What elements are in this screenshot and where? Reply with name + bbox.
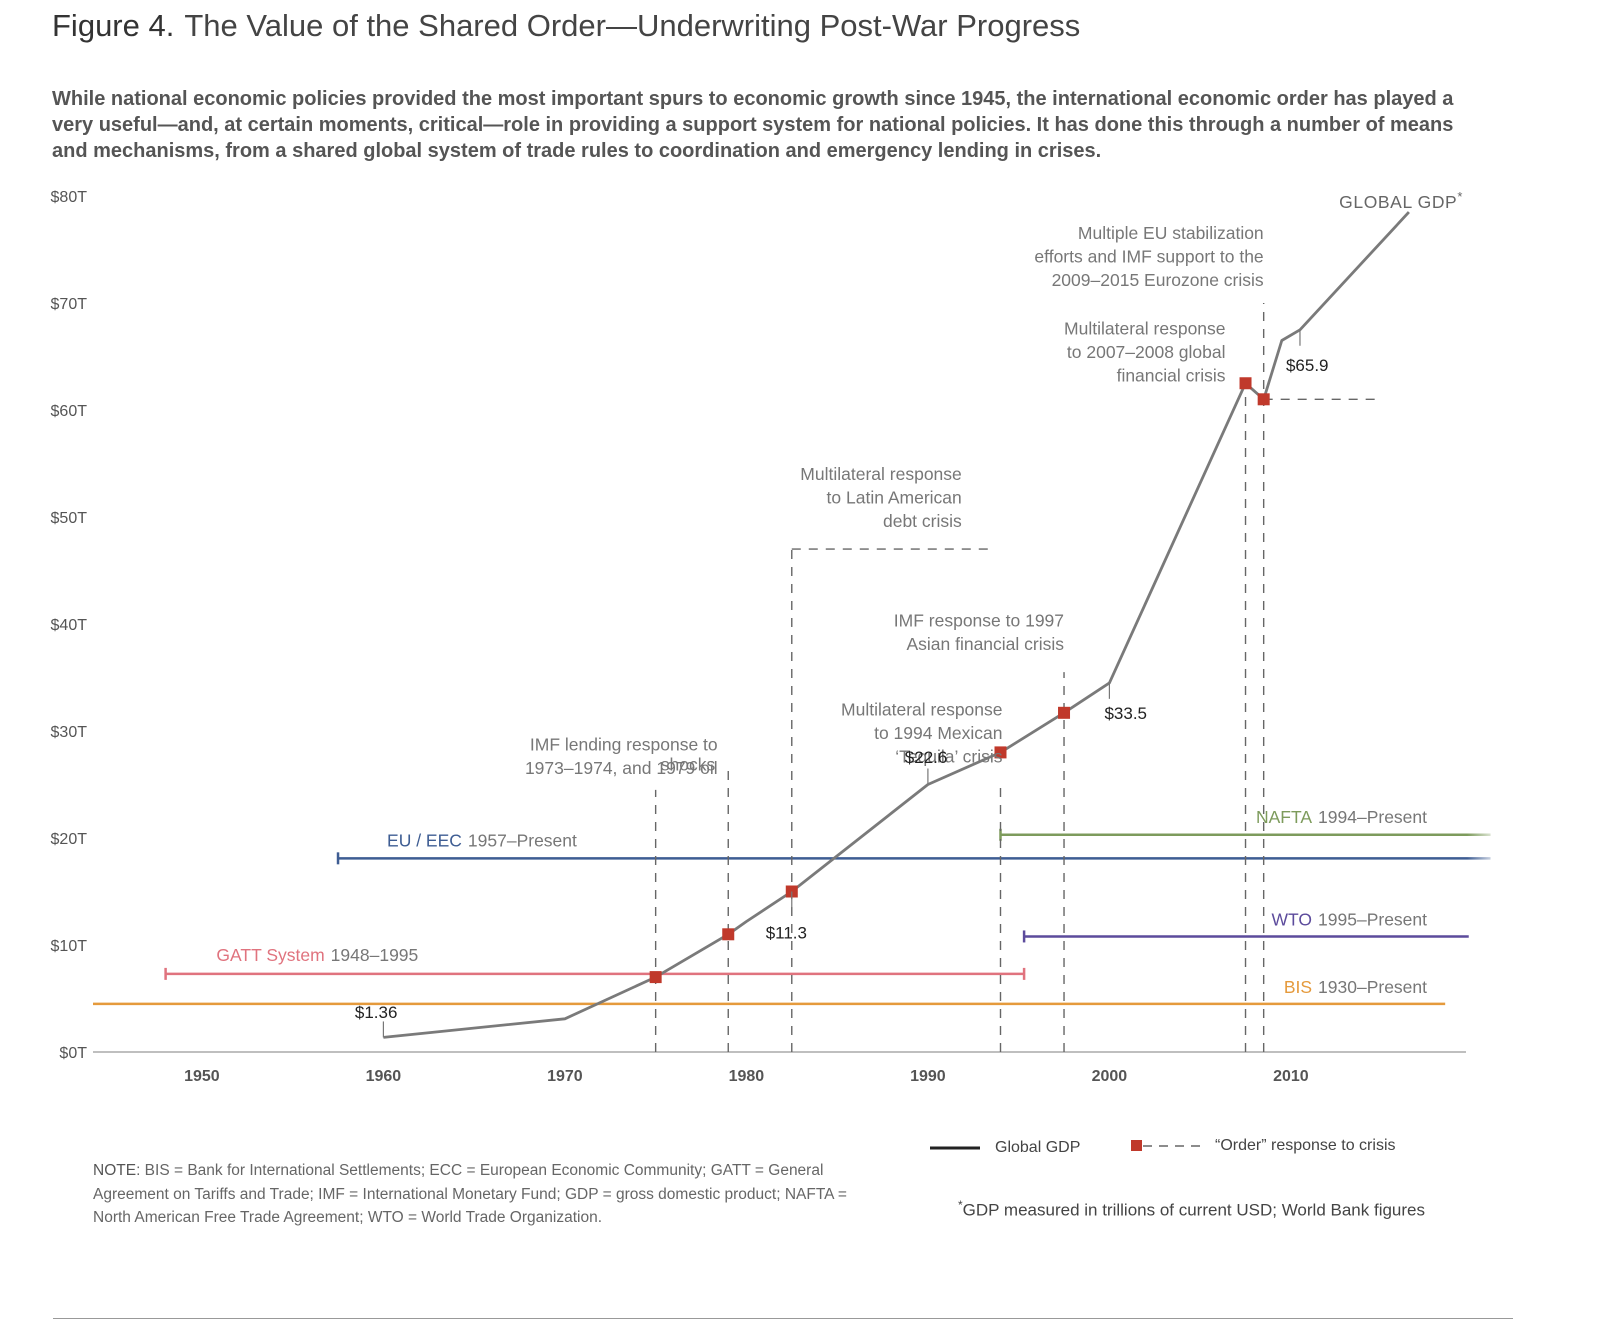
institution-label: NAFTA 1994–Present <box>1256 807 1427 827</box>
value-label: $1.36 <box>355 1003 398 1022</box>
crisis-annotation-line: to 1994 Mexican <box>874 723 1002 743</box>
figure-title: Figure 4. The Value of the Shared Order—U… <box>52 8 1080 44</box>
y-tick-label: $70T <box>51 296 88 313</box>
institution-name: EU / EEC <box>387 831 462 851</box>
institution-period: 1930–Present <box>1318 977 1427 997</box>
y-tick-label: $0T <box>59 1045 87 1062</box>
institution-period: 1995–Present <box>1318 910 1427 930</box>
crisis-annotation-line: Multiple EU stabilization <box>1078 223 1264 243</box>
figure-label: Figure 4. <box>52 8 175 43</box>
value-label: $22.6 <box>905 748 948 767</box>
crisis-marker <box>1239 377 1252 390</box>
crisis-annotation-line: 1973–1974, and 1979 oil <box>525 758 718 778</box>
axes: $0T $10T $20T $30T $40T $50T $60T $70T $80T 1950 1… <box>51 189 1466 1085</box>
x-tick-label: 1950 <box>184 1068 220 1085</box>
x-tick-label: 1970 <box>547 1068 583 1085</box>
institution-label: BIS 1930–Present <box>1284 977 1427 997</box>
note-label: NOTE <box>93 1162 137 1179</box>
y-tick-label: $50T <box>51 510 88 527</box>
crisis-annotation-line: shocks <box>661 755 716 775</box>
institution-label: EU / EEC 1957–Present <box>387 831 577 851</box>
series-label-mark: * <box>1457 189 1463 204</box>
crisis-annotation-line: to Latin American <box>827 488 962 508</box>
figure-subtitle: While national economic policies provide… <box>52 88 1454 162</box>
crisis-marker <box>994 746 1007 759</box>
crisis-annotation-line: ‘Tequila’ crisis <box>895 747 1003 767</box>
institution-period: 1994–Present <box>1318 807 1427 827</box>
footnote-text: GDP measured in trillions of current USD… <box>962 1200 1426 1220</box>
y-tick-label: $60T <box>51 403 88 420</box>
institution-label: GATT System 1948–1995 <box>216 945 418 965</box>
crisis-marker <box>1257 393 1270 406</box>
crisis-annotation-line: efforts and IMF support to the <box>1034 247 1263 267</box>
legend-crisis-swatch <box>1131 1140 1200 1151</box>
series-label: GLOBAL GDP* <box>1339 189 1463 212</box>
crisis-annotation-line: 2009–2015 Eurozone crisis <box>1052 270 1264 290</box>
x-tick-label: 1980 <box>729 1068 765 1085</box>
y-tick-label: $40T <box>51 617 88 634</box>
crisis-annotation-line: debt crisis <box>883 511 962 531</box>
crisis-annotation-line: Multilateral response <box>800 464 961 484</box>
x-tick-label: 2010 <box>1273 1068 1309 1085</box>
crisis-marker <box>1058 706 1071 719</box>
institution-bars <box>93 816 1500 1020</box>
legend-gdp-label: Global GDP <box>995 1139 1081 1156</box>
institution-name: NAFTA <box>1256 807 1312 827</box>
note-text: : BIS = Bank for International Settlemen… <box>93 1162 847 1226</box>
gdp-series <box>383 211 1410 1039</box>
crisis-markers <box>654 303 1382 1052</box>
x-tick-label: 1960 <box>366 1068 402 1085</box>
institution-name: BIS <box>1284 977 1312 997</box>
crisis-annotation-line: to 2007–2008 global <box>1067 342 1226 362</box>
crisis-marker <box>649 971 662 984</box>
y-tick-label: $80T <box>51 189 88 206</box>
institution-period: 1948–1995 <box>331 945 419 965</box>
x-tick-label: 2000 <box>1092 1068 1128 1085</box>
footnote: *GDP measured in trillions of current US… <box>958 1198 1425 1221</box>
crisis-annotation-line: Multilateral response <box>841 700 1002 720</box>
y-tick-label: $20T <box>51 831 88 848</box>
crisis-annotation-line: Asian financial crisis <box>906 634 1064 654</box>
footnote-mark: * <box>958 1198 963 1212</box>
bar-fade <box>1280 816 1500 1020</box>
figure-title-text: The Value of the Shared Order—Underwriti… <box>184 8 1081 43</box>
crisis-annotation-line: Multilateral response <box>1064 318 1225 338</box>
bottom-rule <box>53 1318 1513 1319</box>
value-label: $33.5 <box>1104 704 1147 723</box>
institution-name: WTO <box>1272 910 1313 930</box>
legend-gdp-swatch <box>930 1146 980 1150</box>
y-tick-label: $10T <box>51 938 88 955</box>
x-tick-label: 1990 <box>910 1068 946 1085</box>
legend-crisis-label: “Order” response to crisis <box>1215 1137 1396 1154</box>
institution-name: GATT System <box>216 945 324 965</box>
crisis-annotation-line: IMF lending response to <box>530 734 718 754</box>
institution-label: WTO 1995–Present <box>1272 910 1428 930</box>
note: NOTE: BIS = Bank for International Settl… <box>93 1159 853 1230</box>
value-label: $11.3 <box>766 923 807 942</box>
crisis-annotation-line: IMF response to 1997 <box>894 611 1064 631</box>
crisis-marker <box>722 928 735 941</box>
y-tick-label: $30T <box>51 724 88 741</box>
crisis-annotation-line: financial crisis <box>1117 365 1226 385</box>
series-label-text: GLOBAL GDP <box>1339 192 1457 212</box>
value-label: $65.9 <box>1286 356 1329 375</box>
institution-period: 1957–Present <box>468 831 577 851</box>
